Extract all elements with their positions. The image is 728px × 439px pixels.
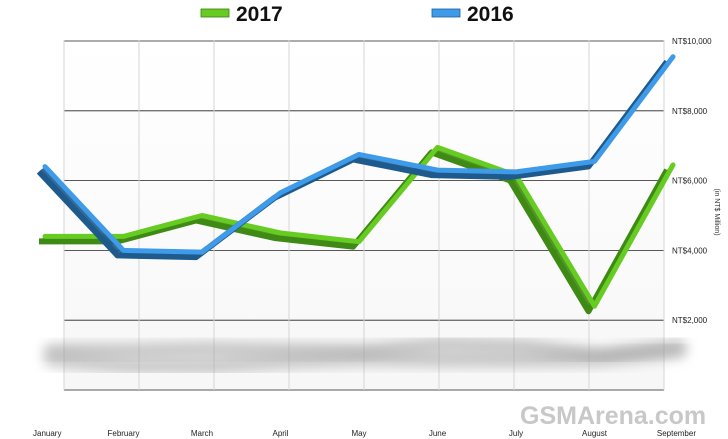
data-point-2017-August [592, 304, 597, 309]
x-tick-labels: January February March April May June July Augu… [33, 429, 696, 438]
y-tick-labels: NT$2,000 NT$4,000 NT$6,000 NT$8,000 NT$10,00… [672, 37, 712, 325]
x-tick-label: January [33, 429, 61, 438]
data-point-2017-February [121, 234, 126, 239]
legend-item-2017: 2017 [200, 3, 283, 26]
y-tick-label: NT$8,000 [672, 107, 708, 116]
x-tick-label: February [107, 429, 139, 438]
data-point-2017-January [42, 234, 48, 239]
series-shadows [44, 336, 686, 373]
x-tick-label: April [272, 429, 288, 438]
x-tick-label: September [657, 429, 696, 438]
x-tick-label: July [509, 429, 523, 438]
x-tick-label: May [351, 429, 366, 438]
y-tick-label: NT$4,000 [672, 246, 708, 255]
data-point-2016-May [356, 152, 362, 157]
legend-item-2016: 2016 [431, 3, 514, 26]
watermark-text: GSMArena.com [520, 402, 706, 430]
x-tick-label: August [582, 429, 608, 438]
y-tick-label: NT$2,000 [672, 316, 708, 325]
x-tick-label: March [191, 429, 213, 438]
data-point-2016-February [121, 248, 126, 253]
series-shadow-2016 [44, 344, 686, 373]
series-lines [36, 54, 676, 315]
y-tick-label: NT$6,000 [672, 177, 708, 186]
data-point-2016-August [592, 159, 597, 164]
y-axis-label: (in NT$ Million) [713, 188, 720, 235]
data-point-2016-September [670, 54, 676, 59]
legend-swatch-2017 [200, 8, 230, 18]
legend: 2017 2016 [200, 3, 514, 26]
data-point-2016-July [513, 169, 519, 175]
data-point-2016-June [435, 167, 440, 173]
legend-label-2017: 2017 [236, 3, 283, 26]
grid [63, 40, 665, 391]
legend-label-2016: 2016 [467, 3, 514, 26]
data-point-2016-March [199, 249, 205, 255]
legend-swatch-2016 [431, 8, 461, 18]
data-point-2017-June [435, 145, 440, 150]
x-tick-label: June [429, 429, 447, 438]
data-point-2017-September [670, 162, 676, 168]
data-point-2017-May [356, 239, 362, 244]
y-tick-label: NT$10,000 [672, 37, 712, 46]
data-point-2017-April [278, 230, 283, 236]
data-point-2016-April [278, 190, 283, 196]
data-point-2017-March [199, 213, 205, 218]
data-point-2016-January [42, 164, 48, 169]
